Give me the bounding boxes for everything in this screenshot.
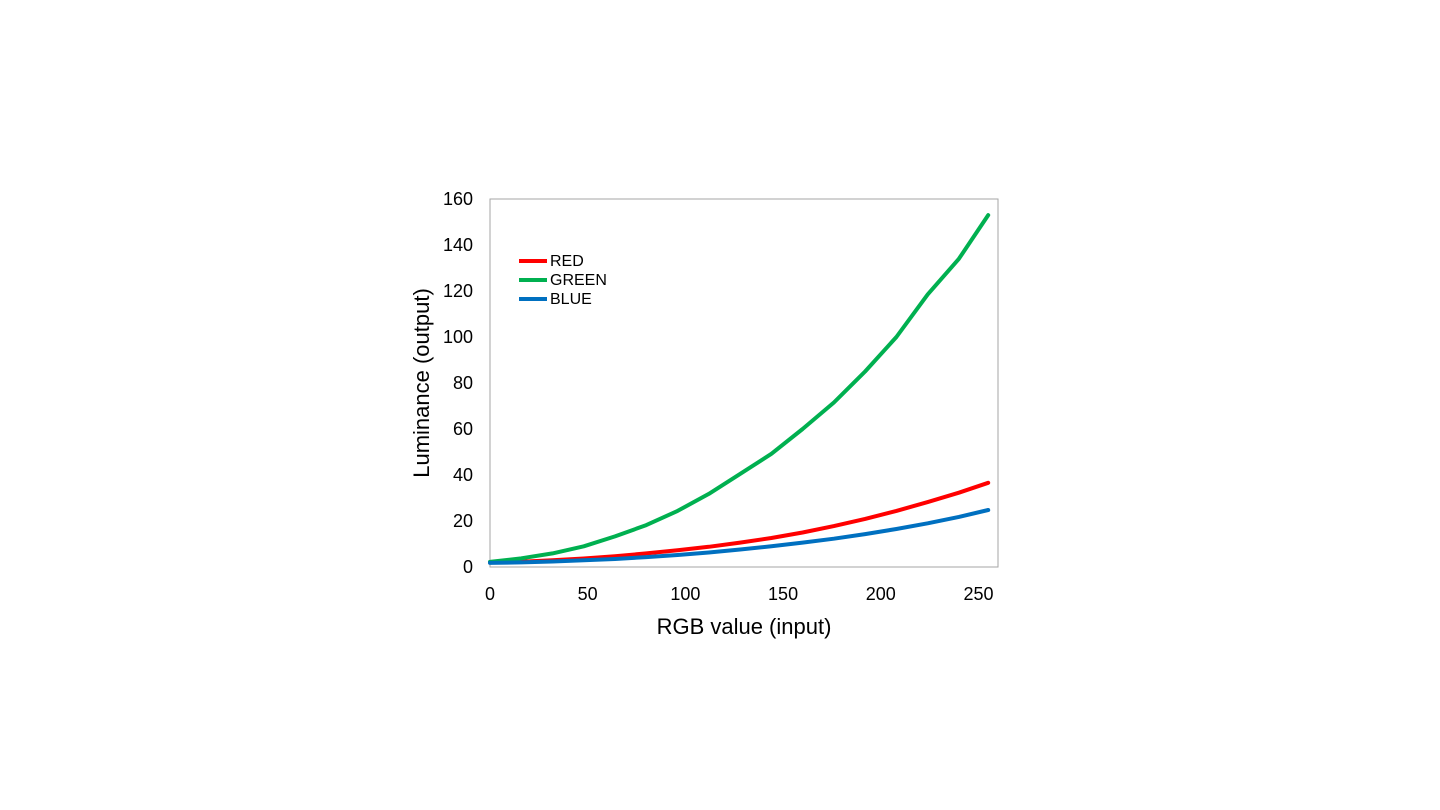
- x-tick-label: 0: [485, 584, 495, 604]
- y-tick-label: 120: [443, 281, 473, 301]
- series-line-blue: [488, 508, 991, 565]
- x-tick-label: 150: [768, 584, 798, 604]
- y-axis-ticks: 0 20 40 60 80 100 120 140 160: [443, 189, 473, 577]
- y-tick-label: 0: [463, 557, 473, 577]
- y-tick-label: 140: [443, 235, 473, 255]
- x-tick-label: 100: [670, 584, 700, 604]
- x-axis-title: RGB value (input): [657, 614, 832, 639]
- legend-label-green: GREEN: [550, 272, 607, 289]
- legend-label-blue: BLUE: [550, 291, 592, 308]
- y-tick-label: 60: [453, 419, 473, 439]
- y-axis-title: Luminance (output): [409, 288, 434, 478]
- y-tick-label: 40: [453, 465, 473, 485]
- x-axis-ticks: 0 50 100 150 200 250: [485, 584, 993, 604]
- series-layer: [488, 213, 991, 565]
- series-line-green: [488, 213, 991, 564]
- x-tick-label: 50: [578, 584, 598, 604]
- x-tick-label: 200: [866, 584, 896, 604]
- y-tick-label: 20: [453, 511, 473, 531]
- legend: RED GREEN BLUE: [519, 253, 607, 308]
- y-tick-label: 160: [443, 189, 473, 209]
- y-tick-label: 100: [443, 327, 473, 347]
- y-tick-label: 80: [453, 373, 473, 393]
- x-tick-label: 250: [963, 584, 993, 604]
- legend-label-red: RED: [550, 253, 584, 270]
